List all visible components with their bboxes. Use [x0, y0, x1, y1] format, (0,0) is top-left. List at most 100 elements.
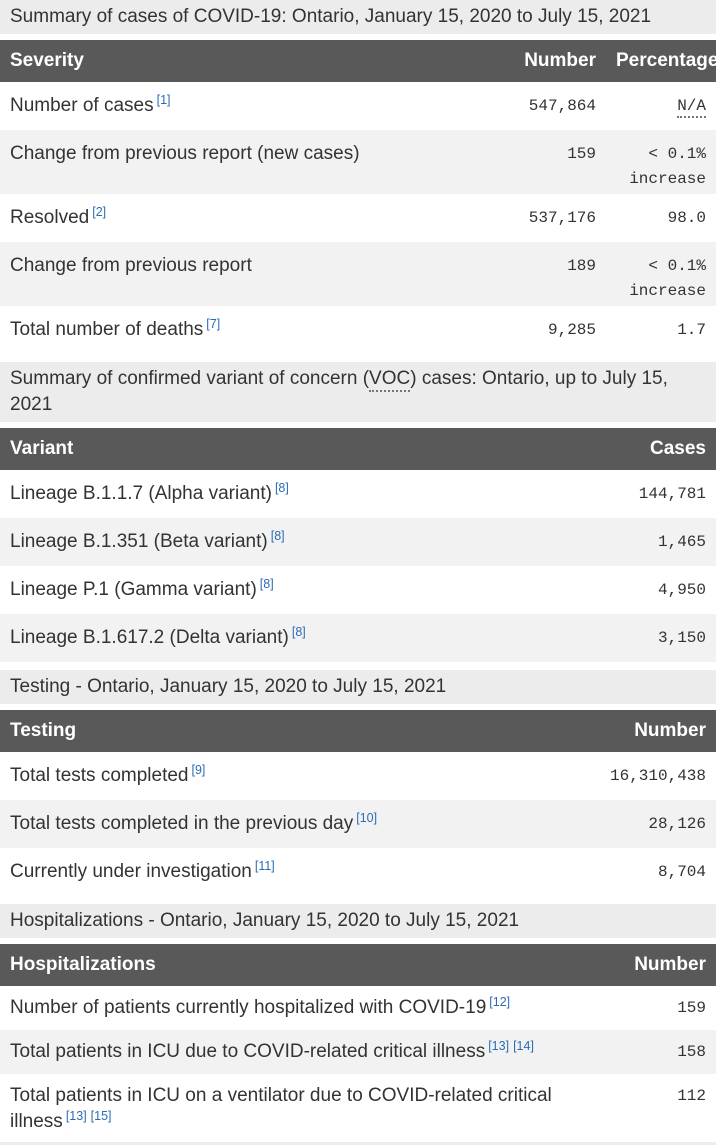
severity-label-cell: Total number of deaths [7] [0, 306, 496, 354]
footnote-sup: [8] [292, 625, 306, 639]
header-row: Testing Number [0, 710, 716, 752]
table-row: Total number of deaths [7] 9,285 1.7 [0, 306, 716, 354]
header-row: Hospitalizations Number [0, 944, 716, 986]
table-row: Total tests completed in the previous da… [0, 800, 716, 848]
column-header-percentage: Percentage [606, 40, 716, 82]
header-row: Variant Cases [0, 428, 716, 470]
row-label-text: Total number of deaths [10, 319, 204, 340]
variant-label-cell: Lineage B.1.351 (Beta variant) [8] [0, 518, 596, 566]
cases-cell: 144,781 [638, 485, 706, 503]
footnote-link[interactable]: [8] [259, 576, 274, 591]
variant-label-cell: Lineage P.1 (Gamma variant) [8] [0, 566, 596, 614]
table-row: Resolved [2] 537,176 98.0 [0, 194, 716, 242]
percentage-cell: < 0.1% increase [606, 130, 716, 194]
footnote-link[interactable]: [13] [488, 1038, 510, 1053]
row-label-text: Lineage B.1.617.2 (Delta variant) [10, 627, 289, 648]
footnote-sup: [2] [92, 205, 106, 219]
footnote-link[interactable]: [2] [92, 204, 107, 219]
row-label-text: Number of patients currently hospitalize… [10, 997, 487, 1018]
footnote-link[interactable]: [10] [356, 810, 378, 825]
percentage-cell: N/A [606, 82, 716, 130]
number-cell: 547,864 [528, 97, 596, 115]
severity-label-cell: Change from previous report (new cases) [0, 130, 496, 194]
table-row: Number of patients currently hospitalize… [0, 986, 716, 1030]
percentage-value: < 0.1% [648, 145, 706, 163]
footnote-link[interactable]: [8] [274, 480, 289, 495]
testing-label-cell: Total tests completed in the previous da… [0, 800, 596, 848]
footnote-link[interactable]: [7] [206, 316, 221, 331]
footnote-link[interactable]: [8] [270, 528, 285, 543]
cases-cell: 4,950 [657, 581, 706, 599]
severity-label-cell: Change from previous report [0, 242, 496, 306]
footnote-sup: [11] [255, 859, 275, 873]
testing-label-cell: Currently under investigation [11] [0, 848, 596, 896]
number-cell: 158 [677, 1043, 706, 1061]
row-label-text: Lineage B.1.351 (Beta variant) [10, 531, 268, 552]
cases-table-caption: Summary of cases of COVID-19: Ontario, J… [0, 0, 716, 34]
voc-abbr[interactable]: VOC [369, 368, 411, 392]
hospitalizations-table: Hospitalizations Number Number of patien… [0, 944, 716, 1144]
number-cell: 9,285 [547, 321, 596, 339]
table-row: Currently under investigation [11] 8,704 [0, 848, 716, 896]
testing-table: Testing Number Total tests completed [9] … [0, 710, 716, 896]
next-section-caption-partial [0, 1142, 716, 1145]
hospitalizations-table-caption: Hospitalizations - Ontario, January 15, … [0, 904, 716, 938]
percentage-direction: increase [629, 170, 706, 188]
row-label-text: Lineage B.1.1.7 (Alpha variant) [10, 483, 272, 504]
footnote-sup: [8] [275, 481, 289, 495]
table-row: Lineage B.1.351 (Beta variant) [8] 1,465 [0, 518, 716, 566]
footnote-link[interactable]: [14] [513, 1038, 534, 1053]
number-cell: 112 [677, 1087, 706, 1105]
footnote-sup: [10] [356, 811, 377, 825]
table-row: Change from previous report (new cases) … [0, 130, 716, 194]
percentage-cell: 1.7 [677, 321, 706, 339]
footnote-link[interactable]: [9] [191, 762, 206, 777]
hospitalizations-label-cell: Number of patients currently hospitalize… [0, 986, 596, 1030]
row-label-text: Total tests completed [10, 765, 189, 786]
testing-table-caption: Testing - Ontario, January 15, 2020 to J… [0, 670, 716, 704]
footnote-link[interactable]: [12] [489, 994, 511, 1009]
footnote-sup: [7] [206, 317, 220, 331]
table-row: Number of cases [1] 547,864 N/A [0, 82, 716, 130]
column-header-cases: Cases [596, 428, 716, 470]
row-label-text: Number of cases [10, 95, 154, 116]
table-row: Total patients in ICU on a ventilator du… [0, 1074, 716, 1144]
column-header-number: Number [596, 710, 716, 752]
percentage-cell: < 0.1% increase [606, 242, 716, 306]
number-cell: 159 [677, 999, 706, 1017]
column-header-variant: Variant [0, 428, 596, 470]
footnote-sup: [8] [271, 529, 285, 543]
row-label-text: Currently under investigation [10, 861, 252, 882]
footnote-sup: [9] [191, 763, 205, 777]
footnote-link[interactable]: [8] [291, 624, 306, 639]
row-label-text: Resolved [10, 207, 90, 228]
percentage-cell: 98.0 [667, 209, 706, 227]
column-header-number: Number [596, 944, 716, 986]
number-cell: 16,310,438 [609, 767, 706, 785]
row-label-text: Total tests completed in the previous da… [10, 813, 354, 834]
footnote-sup: [12] [489, 995, 510, 1009]
na-abbr[interactable]: N/A [677, 97, 706, 118]
variant-label-cell: Lineage B.1.1.7 (Alpha variant) [8] [0, 470, 596, 518]
footnote-sup: [14] [513, 1039, 534, 1053]
column-header-number: Number [496, 40, 606, 82]
footnote-link[interactable]: [11] [254, 858, 275, 873]
footnote-sup: [15] [91, 1109, 112, 1123]
severity-label-cell: Resolved [2] [0, 194, 496, 242]
hospitalizations-label-cell: Total patients in ICU on a ventilator du… [0, 1074, 596, 1144]
row-label-text: Total patients in ICU on a ventilator du… [10, 1085, 552, 1132]
row-label-text: Change from previous report (new cases) [10, 143, 360, 164]
cases-summary-table: Severity Number Percentage Number of cas… [0, 40, 716, 354]
footnote-link[interactable]: [15] [90, 1108, 112, 1123]
number-cell: 537,176 [528, 209, 596, 227]
voc-summary-table: Variant Cases Lineage B.1.1.7 (Alpha var… [0, 428, 716, 662]
severity-label-cell: Number of cases [1] [0, 82, 496, 130]
number-cell: 8,704 [657, 863, 706, 881]
table-row: Change from previous report 189 < 0.1% in… [0, 242, 716, 306]
table-row: Total tests completed [9] 16,310,438 [0, 752, 716, 800]
footnote-link[interactable]: [13] [65, 1108, 87, 1123]
table-row: Total patients in ICU due to COVID-relat… [0, 1030, 716, 1074]
footnote-link[interactable]: [1] [156, 92, 171, 107]
footnote-sup: [13] [66, 1109, 87, 1123]
